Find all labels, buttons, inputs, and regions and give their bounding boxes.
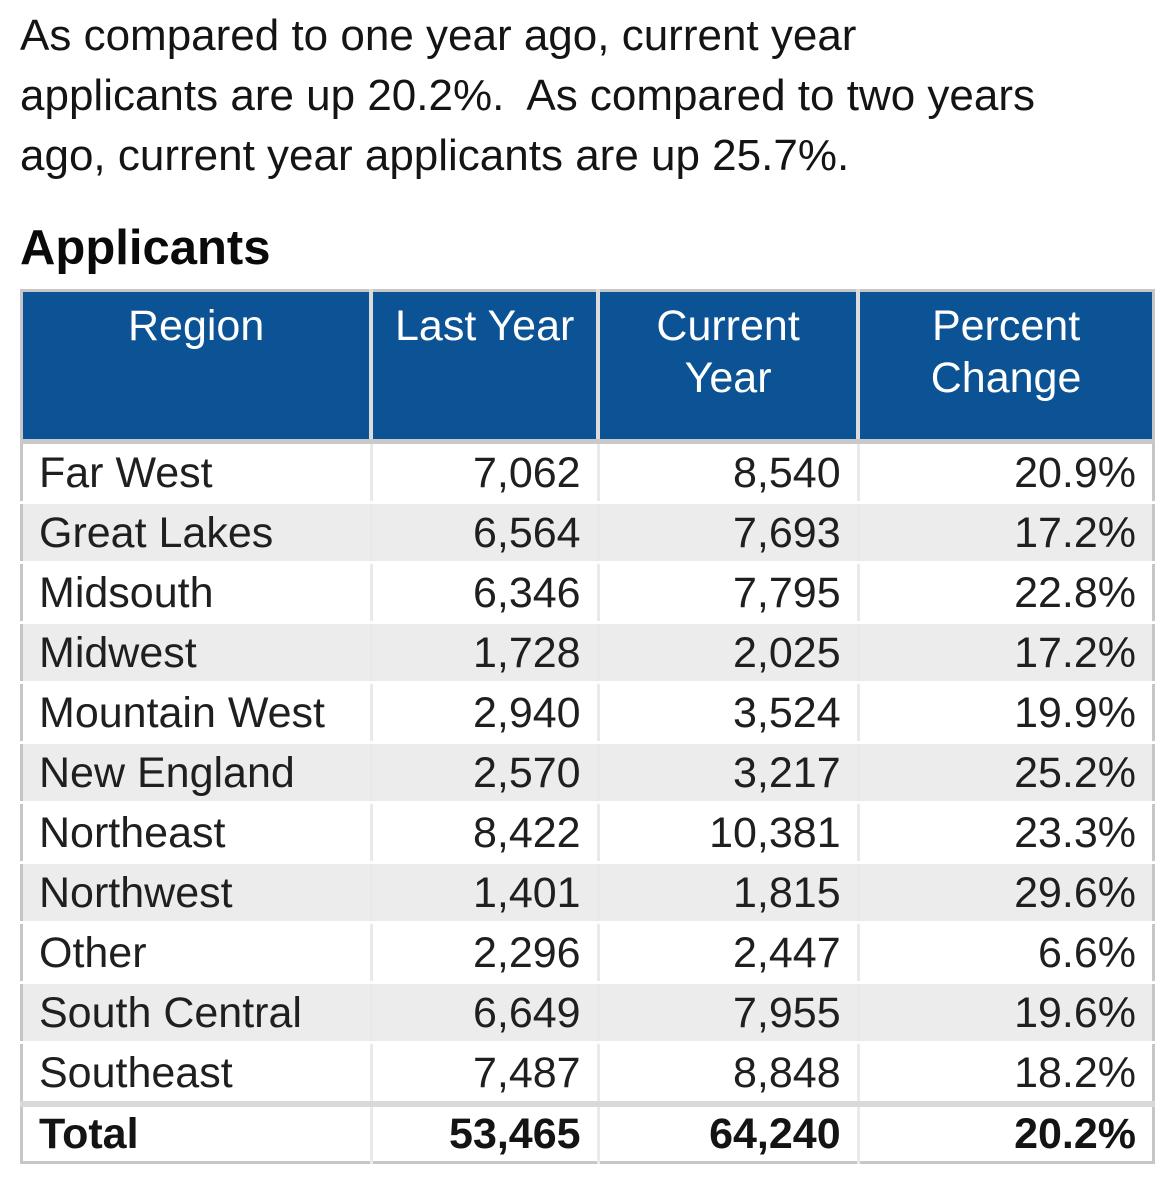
total-percent-change: 20.2%: [858, 1101, 1154, 1163]
percent-change-cell: 19.6%: [858, 982, 1154, 1044]
current-year-cell: 8,848: [598, 1042, 860, 1106]
table-row: Northwest 1,401 1,815 29.6%: [21, 862, 1154, 924]
table-total-row: Total 53,465 64,240 20.2%: [21, 1101, 1154, 1163]
region-cell: Midwest: [21, 622, 373, 684]
table-row: South Central 6,649 7,955 19.6%: [21, 982, 1154, 1044]
table-row: Far West 7,062 8,540 20.9%: [21, 441, 1154, 504]
column-header-current-year: Current Year: [598, 290, 861, 444]
last-year-cell: 1,728: [371, 622, 600, 684]
current-year-cell: 7,795: [598, 562, 860, 624]
column-header-percent-change: Percent Change: [858, 290, 1154, 444]
intro-line-1: As compared to one year ago, current yea…: [20, 11, 857, 60]
region-cell: Northwest: [21, 862, 373, 924]
current-year-cell: 8,540: [598, 441, 860, 504]
percent-change-cell: 22.8%: [858, 562, 1154, 624]
region-cell: Midsouth: [21, 562, 373, 624]
current-year-cell: 2,025: [598, 622, 860, 684]
intro-paragraph: As compared to one year ago, current yea…: [20, 6, 1155, 186]
table-row: Midwest 1,728 2,025 17.2%: [21, 622, 1154, 684]
current-year-cell: 3,217: [598, 742, 860, 804]
region-cell: South Central: [21, 982, 373, 1044]
region-cell: Other: [21, 922, 373, 984]
percent-change-cell: 20.9%: [858, 441, 1154, 504]
percent-change-cell: 18.2%: [858, 1042, 1154, 1106]
table-row: Great Lakes 6,564 7,693 17.2%: [21, 502, 1154, 564]
table-row: Southeast 7,487 8,848 18.2%: [21, 1042, 1154, 1106]
region-cell: Southeast: [21, 1042, 373, 1106]
table-row: Mountain West 2,940 3,524 19.9%: [21, 682, 1154, 744]
region-cell: Great Lakes: [21, 502, 373, 564]
current-year-cell: 1,815: [598, 862, 860, 924]
current-year-cell: 7,693: [598, 502, 860, 564]
last-year-cell: 7,487: [371, 1042, 600, 1106]
current-year-cell: 2,447: [598, 922, 860, 984]
table-row: Northeast 8,422 10,381 23.3%: [21, 802, 1154, 864]
percent-change-cell: 23.3%: [858, 802, 1154, 864]
region-cell: Northeast: [21, 802, 373, 864]
applicants-table: Region Last Year Current Year Percent Ch…: [20, 289, 1155, 1164]
last-year-cell: 2,570: [371, 742, 600, 804]
percent-change-cell: 17.2%: [858, 622, 1154, 684]
section-title-applicants: Applicants: [20, 221, 271, 275]
current-year-cell: 10,381: [598, 802, 860, 864]
current-year-cell: 3,524: [598, 682, 860, 744]
percent-change-cell: 19.9%: [858, 682, 1154, 744]
table-row: Midsouth 6,346 7,795 22.8%: [21, 562, 1154, 624]
table-row: New England 2,570 3,217 25.2%: [21, 742, 1154, 804]
percent-change-cell: 6.6%: [858, 922, 1154, 984]
intro-line-3: ago, current year applicants are up 25.7…: [20, 131, 850, 180]
current-year-cell: 7,955: [598, 982, 860, 1044]
percent-change-cell: 17.2%: [858, 502, 1154, 564]
intro-line-2: applicants are up 20.2%. As compared to …: [20, 71, 1036, 120]
column-header-last-year: Last Year: [371, 290, 601, 444]
percent-change-cell: 25.2%: [858, 742, 1154, 804]
table-row: Other 2,296 2,447 6.6%: [21, 922, 1154, 984]
column-header-region: Region: [21, 290, 374, 444]
last-year-cell: 8,422: [371, 802, 600, 864]
total-last-year: 53,465: [371, 1101, 600, 1163]
last-year-cell: 1,401: [371, 862, 600, 924]
last-year-cell: 6,564: [371, 502, 600, 564]
last-year-cell: 2,296: [371, 922, 600, 984]
region-cell: Mountain West: [21, 682, 373, 744]
total-current-year: 64,240: [598, 1101, 860, 1163]
region-cell: Far West: [21, 441, 373, 504]
last-year-cell: 6,649: [371, 982, 600, 1044]
last-year-cell: 2,940: [371, 682, 600, 744]
table-header-row: Region Last Year Current Year Percent Ch…: [21, 290, 1154, 444]
last-year-cell: 6,346: [371, 562, 600, 624]
total-label: Total: [21, 1101, 373, 1163]
table-body: Far West 7,062 8,540 20.9% Great Lakes 6…: [21, 441, 1154, 1106]
region-cell: New England: [21, 742, 373, 804]
last-year-cell: 7,062: [371, 441, 600, 504]
percent-change-cell: 29.6%: [858, 862, 1154, 924]
